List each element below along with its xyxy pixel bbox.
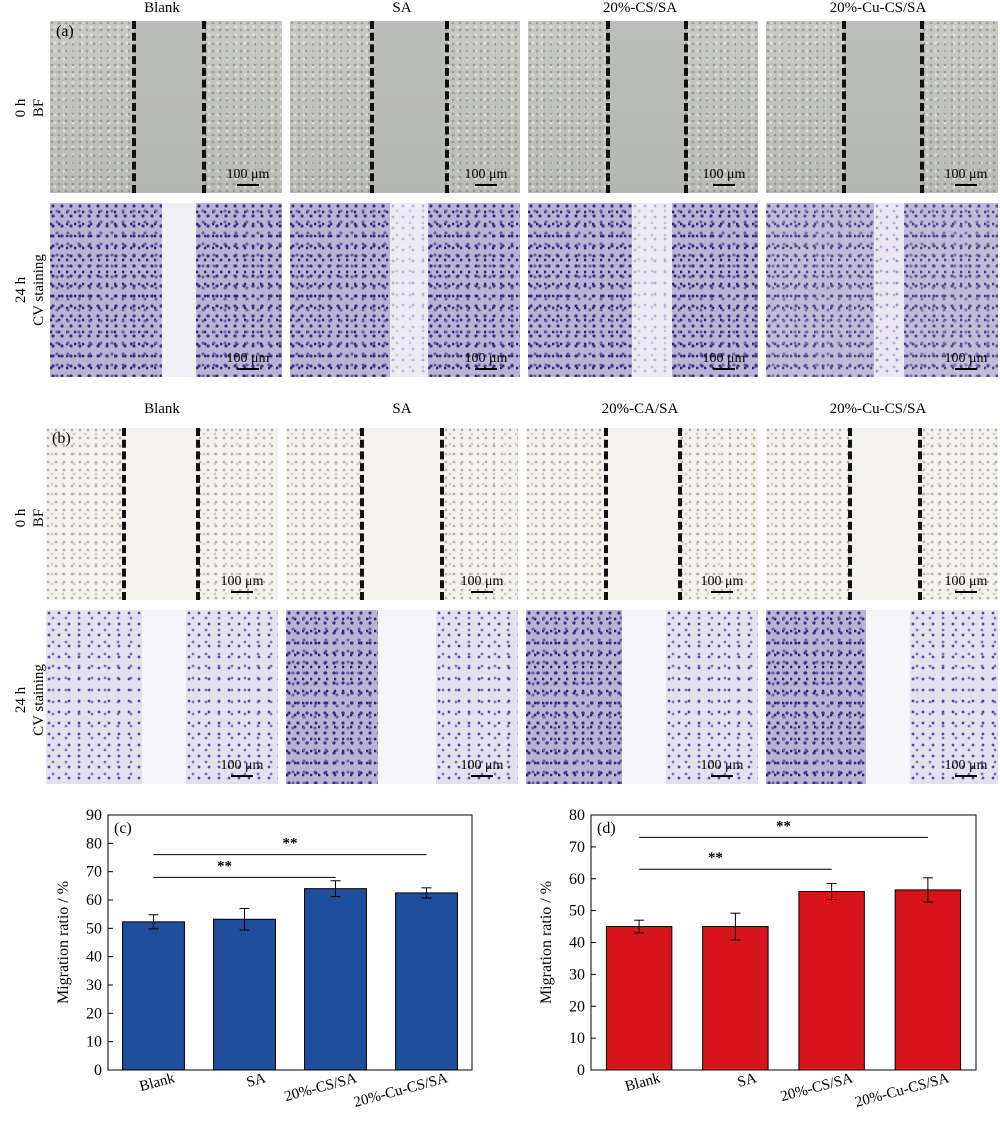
y-tick-label: 80 <box>569 807 585 824</box>
panel-b-row-0h: 0 h BF <box>12 468 48 568</box>
scale-bar: 100 μm <box>694 167 754 186</box>
x-tick-label: 20%-Cu-CS/SA <box>352 1070 450 1111</box>
panel-b-col-ca-sa: 20%-CA/SA <box>601 401 679 417</box>
micrograph-b-cv-cu-cs-sa: 100 μm <box>766 610 998 784</box>
y-axis-label: Migration ratio / % <box>538 881 555 1004</box>
plot-frame <box>107 814 473 1071</box>
x-tick-label: SA <box>736 1070 759 1090</box>
scale-bar: 100 μm <box>692 758 752 777</box>
row-time-label: 0 h <box>13 508 29 528</box>
panel-a-col-blank: Blank <box>144 0 180 16</box>
bar <box>894 889 962 1071</box>
scale-bar: 100 μm <box>218 167 278 186</box>
y-tick-label: 10 <box>569 1030 585 1047</box>
micrograph-a-bf-blank: (a) 100 μm <box>50 21 282 193</box>
row-method-label: CV staining <box>31 254 47 326</box>
y-tick-label: 20 <box>86 1005 102 1022</box>
y-tick-label: 10 <box>86 1034 102 1051</box>
scale-bar: 100 μm <box>694 351 754 370</box>
micrograph-b-cv-ca-sa: 100 μm <box>526 610 758 784</box>
scale-bar: 100 μm <box>456 167 516 186</box>
bar <box>702 926 769 1071</box>
bar <box>304 888 367 1071</box>
y-tick-label: 50 <box>86 920 102 937</box>
y-tick-label: 20 <box>569 998 585 1015</box>
y-tick-label: 40 <box>569 935 585 952</box>
y-axis-label: Migration ratio / % <box>55 881 72 1004</box>
row-method-label: BF <box>31 98 47 118</box>
panel-a-row-0h: 0 h BF <box>12 58 48 158</box>
micrograph-b-bf-sa: 100 μm <box>286 428 518 600</box>
y-tick-label: 40 <box>86 949 102 966</box>
y-tick-label: 90 <box>86 807 102 824</box>
micrograph-a-cv-blank: 100 μm <box>50 203 282 377</box>
significance-label: ** <box>708 850 723 866</box>
panel-a-row-24h: 24 h CV staining <box>12 230 48 350</box>
significance-label: ** <box>217 858 232 874</box>
micrograph-a-bf-cu-cs-sa: 100 μm <box>766 21 998 193</box>
scale-bar: 100 μm <box>936 167 996 186</box>
y-tick-label: 60 <box>569 871 585 888</box>
scale-bar: 100 μm <box>936 574 996 593</box>
panel-b-row-24h: 24 h CV staining <box>12 640 48 760</box>
row-time-label: 0 h <box>13 98 29 118</box>
y-tick-label: 70 <box>86 864 102 881</box>
y-tick-label: 30 <box>569 966 585 983</box>
bar <box>122 921 185 1071</box>
scale-bar: 100 μm <box>452 574 512 593</box>
significance-label: ** <box>283 836 298 852</box>
y-tick-label: 0 <box>94 1062 102 1079</box>
bar-chart-d: 0 10 20 30 40 50 60 70 80 Migration ratio / % (d) B… <box>538 807 977 1111</box>
y-tick-label: 50 <box>569 903 585 920</box>
panel-letter: (d) <box>597 820 616 837</box>
bar-chart-c: 0 10 20 30 40 50 60 70 80 90 Migration ratio / % (c… <box>55 807 473 1111</box>
micrograph-b-cv-sa: 100 μm <box>286 610 518 784</box>
scale-bar: 100 μm <box>212 758 272 777</box>
micrograph-b-cv-blank: 100 μm <box>46 610 278 784</box>
y-tick-label: 30 <box>86 977 102 994</box>
micrograph-a-cv-sa: 100 μm <box>290 203 520 377</box>
panel-letter: (c) <box>114 820 132 837</box>
panel-a-col-sa: SA <box>392 0 412 16</box>
panel-b-col-sa: SA <box>392 401 412 417</box>
x-tick-label: Blank <box>623 1070 662 1095</box>
x-tick-label: Blank <box>138 1070 177 1095</box>
micrograph-b-bf-ca-sa: 100 μm <box>526 428 758 600</box>
scale-bar: 100 μm <box>218 351 278 370</box>
micrograph-a-cv-cu-cs-sa: 100 μm <box>766 203 998 377</box>
x-tick-label: 20%-CS/SA <box>779 1070 855 1105</box>
micrograph-b-bf-blank: (b) 100 μm <box>46 428 278 600</box>
row-time-label: 24 h <box>13 276 29 304</box>
x-tick-label: 20%-Cu-CS/SA <box>853 1070 951 1111</box>
y-tick-label: 60 <box>86 892 102 909</box>
panel-b-letter: (b) <box>52 430 71 447</box>
scale-bar: 100 μm <box>936 351 996 370</box>
scale-bar: 100 μm <box>692 574 752 593</box>
x-tick-label: 20%-CS/SA <box>283 1070 359 1105</box>
panel-a-letter: (a) <box>56 23 74 40</box>
micrograph-a-bf-sa: 100 μm <box>290 21 520 193</box>
bar <box>605 926 673 1071</box>
scale-bar: 100 μm <box>212 574 272 593</box>
panel-a-col-cu-cs-sa: 20%-Cu-CS/SA <box>829 0 927 16</box>
bar <box>213 918 276 1071</box>
panel-b-col-blank: Blank <box>144 401 180 417</box>
row-time-label: 24 h <box>13 686 29 714</box>
scale-bar: 100 μm <box>936 758 996 777</box>
y-tick-label: 70 <box>569 839 585 856</box>
panel-a-col-cs-sa: 20%-CS/SA <box>602 0 678 16</box>
micrograph-a-cv-cs-sa: 100 μm <box>528 203 758 377</box>
scale-bar: 100 μm <box>456 351 516 370</box>
scale-bar: 100 μm <box>452 758 512 777</box>
significance-label: ** <box>776 818 791 834</box>
x-tick-label: SA <box>245 1070 268 1090</box>
micrograph-b-bf-cu-cs-sa: 100 μm <box>766 428 998 600</box>
panel-b-col-cu-cs-sa: 20%-Cu-CS/SA <box>829 401 927 417</box>
y-tick-label: 0 <box>577 1062 585 1079</box>
bar <box>395 892 458 1071</box>
y-tick-label: 80 <box>86 835 102 852</box>
micrograph-a-bf-cs-sa: 100 μm <box>528 21 758 193</box>
bar <box>798 891 865 1071</box>
